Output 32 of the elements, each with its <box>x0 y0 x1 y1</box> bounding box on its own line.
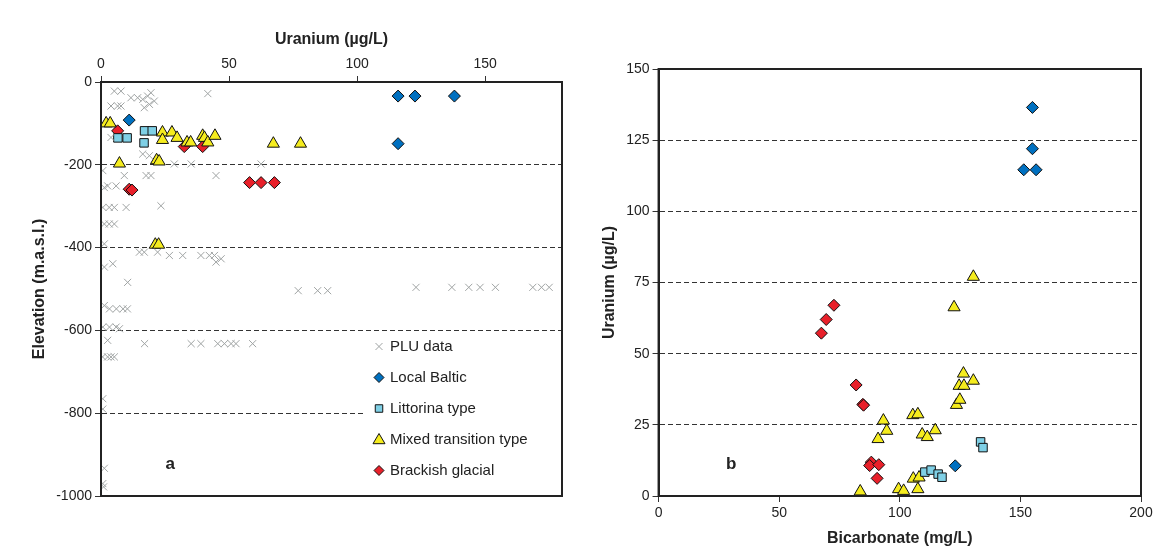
y-tick-label: -1000 <box>56 486 93 503</box>
x-tick-label: 0 <box>654 504 663 521</box>
x-tick-label: 150 <box>473 55 498 72</box>
y-tick-label: 50 <box>633 344 650 361</box>
x-tick-label: 150 <box>1008 504 1033 521</box>
x-tick-label: 50 <box>221 55 238 72</box>
legend-label: Brackish glacial <box>390 460 495 478</box>
x-tick-label: 0 <box>97 55 106 72</box>
x-tick-label: 100 <box>345 55 370 72</box>
y-axis-title: Uranium (µg/L) <box>600 225 618 340</box>
x-tick-label: 50 <box>771 504 788 521</box>
x-tick-label: 100 <box>888 504 912 521</box>
annotation: b <box>726 453 737 473</box>
legend-label: Mixed transition type <box>390 429 528 447</box>
y-axis-title: Elevation (m.a.s.l.) <box>30 218 48 360</box>
legend-label: Littorina type <box>390 398 476 416</box>
y-tick-label: 0 <box>641 486 650 503</box>
y-tick-label: 0 <box>84 72 93 89</box>
y-tick-label: -800 <box>63 404 93 421</box>
y-tick-label: 75 <box>633 273 650 290</box>
x-axis-title: Uranium (µg/L) <box>274 30 389 48</box>
y-tick-label: -400 <box>63 238 93 255</box>
legend-label: PLU data <box>390 336 454 354</box>
y-tick-label: 100 <box>626 202 650 219</box>
x-axis-title: Bicarbonate (mg/L) <box>826 528 973 546</box>
y-tick-label: -200 <box>63 155 93 172</box>
y-tick-label: -600 <box>63 321 93 338</box>
annotation: a <box>165 453 176 473</box>
x-tick-label: 200 <box>1129 504 1153 521</box>
y-tick-label: 25 <box>633 415 650 432</box>
legend-label: Local Baltic <box>390 367 468 385</box>
y-tick-label: 125 <box>626 131 650 148</box>
